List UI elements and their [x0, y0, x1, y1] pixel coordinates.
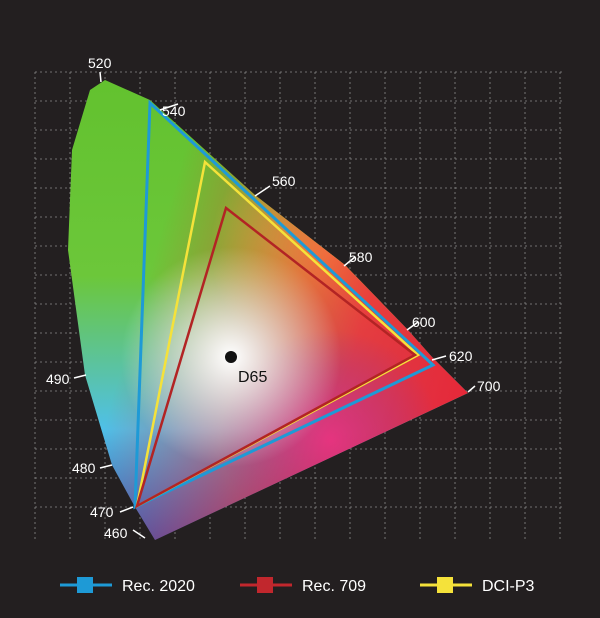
white-point	[225, 351, 237, 363]
wavelength-label: 700	[477, 378, 501, 394]
white-point-label: D65	[238, 369, 267, 386]
legend: Rec. 2020 Rec. 709 DCI-P3	[60, 577, 535, 595]
wavelength-label: 600	[412, 314, 436, 330]
wavelength-ticks	[73, 71, 476, 539]
wavelength-label: 490	[46, 371, 70, 387]
wavelength-label: 560	[272, 173, 296, 189]
wavelength-label: 480	[72, 460, 96, 476]
wavelength-label: 620	[449, 348, 473, 364]
legend-label: Rec. 2020	[122, 578, 195, 595]
legend-label: Rec. 709	[302, 578, 366, 595]
wavelength-label: 580	[349, 249, 373, 265]
rec709-gamut	[134, 205, 418, 509]
wavelength-label: 540	[162, 103, 186, 119]
wavelength-label: 460	[104, 525, 128, 541]
wavelength-label: 520	[88, 55, 112, 71]
legend-label: DCI-P3	[482, 578, 535, 595]
wavelength-label: 470	[90, 504, 114, 520]
rec2020-gamut	[133, 99, 436, 510]
